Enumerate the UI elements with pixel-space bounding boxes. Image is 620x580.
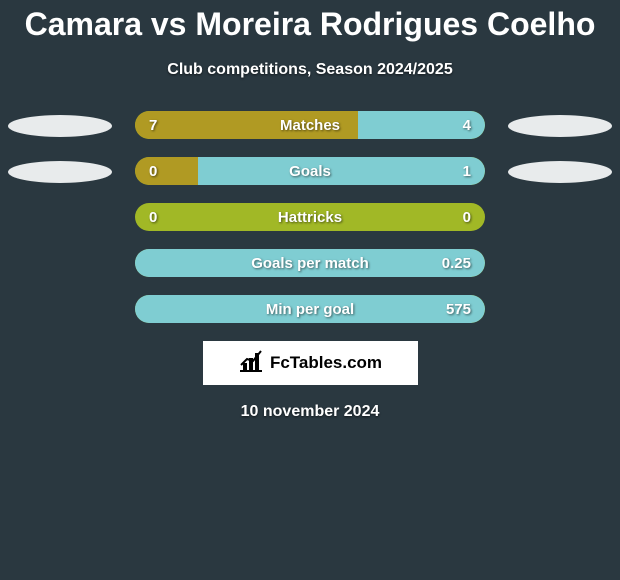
stat-row: Goals01 bbox=[0, 157, 620, 185]
chart-icon bbox=[238, 349, 264, 378]
stat-value-right: 0 bbox=[463, 203, 471, 231]
stat-bar: Min per goal575 bbox=[135, 295, 485, 323]
stat-row: Min per goal575 bbox=[0, 295, 620, 323]
stat-row: Matches74 bbox=[0, 111, 620, 139]
logo-text: FcTables.com bbox=[270, 353, 382, 373]
player-right-marker bbox=[508, 115, 612, 137]
player-left-marker bbox=[8, 115, 112, 137]
player-right-marker bbox=[508, 161, 612, 183]
stat-bar: Matches74 bbox=[135, 111, 485, 139]
bar-fill-right bbox=[358, 111, 485, 139]
fctables-logo[interactable]: FcTables.com bbox=[203, 341, 418, 385]
stat-row: Hattricks0 0 bbox=[0, 203, 620, 231]
bar-fill-right bbox=[135, 249, 485, 277]
stat-bar: Hattricks0 0 bbox=[135, 203, 485, 231]
stat-bar: Goals per match0.25 bbox=[135, 249, 485, 277]
stat-value-left: 0 bbox=[149, 203, 157, 231]
stat-row: Goals per match0.25 bbox=[0, 249, 620, 277]
page-title: Camara vs Moreira Rodrigues Coelho bbox=[0, 0, 620, 43]
subtitle: Club competitions, Season 2024/2025 bbox=[0, 61, 620, 79]
stat-bar: Goals01 bbox=[135, 157, 485, 185]
player-left-marker bbox=[8, 161, 112, 183]
bar-fill-left bbox=[135, 157, 198, 185]
stat-label: Hattricks bbox=[135, 203, 485, 231]
bar-fill-right bbox=[198, 157, 485, 185]
bar-fill-left bbox=[135, 111, 358, 139]
comparison-chart: Matches74 Goals01 Hattricks0 0 Goals per mat… bbox=[0, 111, 620, 323]
footer-date: 10 november 2024 bbox=[0, 403, 620, 421]
bar-fill-right bbox=[135, 295, 485, 323]
